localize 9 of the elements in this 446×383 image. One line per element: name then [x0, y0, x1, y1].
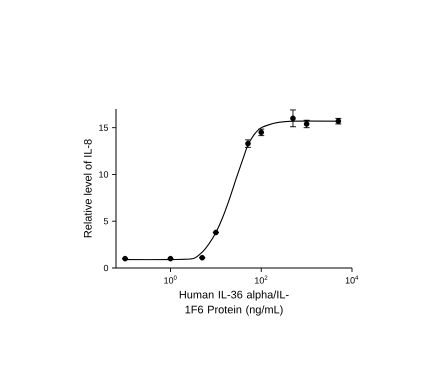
- y-tick-label: 5: [104, 218, 108, 224]
- x-tick-label: 10$^{4}$: [346, 276, 358, 284]
- x-tick-label: 10$^{0}$: [164, 276, 177, 284]
- x-tick-label: 10$^{2}$: [255, 276, 268, 284]
- y-axis-title: Relative level of IL-8: [84, 139, 92, 238]
- y-tick-label: 0: [104, 264, 108, 272]
- y-tick-label: 10: [99, 171, 108, 178]
- y-tick-label: 15: [99, 124, 108, 131]
- x-axis-title: Human IL-36 alpha/IL-1F6 Protein (ng/mL): [180, 290, 289, 316]
